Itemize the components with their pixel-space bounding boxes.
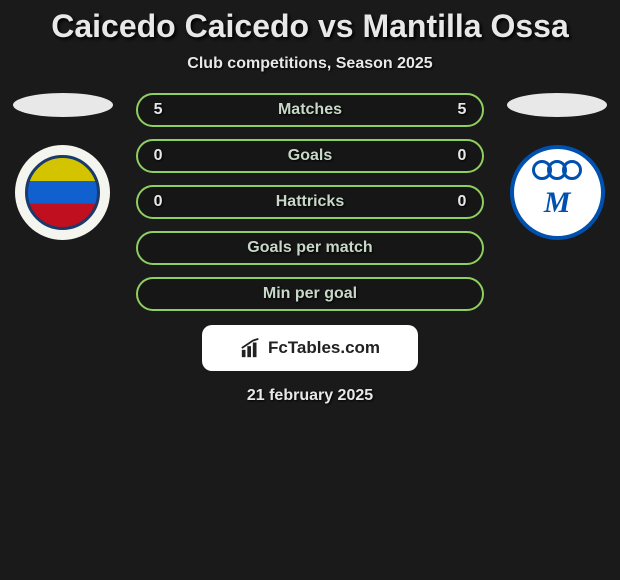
stat-label: Goals per match: [154, 239, 467, 257]
club-badge-deportivo-pasto: [15, 145, 110, 240]
stat-row-hattricks: 0 Hattricks 0: [136, 185, 485, 219]
stat-label: Min per goal: [154, 285, 467, 303]
stat-row-matches: 5 Matches 5: [136, 93, 485, 127]
stat-right-value: 5: [446, 101, 466, 119]
stat-left-value: 0: [154, 193, 174, 211]
left-player-col: [8, 93, 118, 240]
brand-box[interactable]: FcTables.com: [202, 325, 418, 371]
brand-text: FcTables.com: [268, 338, 380, 358]
stat-left-value: 0: [154, 147, 174, 165]
right-player-col: M: [502, 93, 612, 240]
stat-label: Hattricks: [276, 193, 344, 211]
player-placeholder-right: [507, 93, 607, 117]
date-label: 21 february 2025: [0, 387, 620, 405]
page-title: Caicedo Caicedo vs Mantilla Ossa: [0, 8, 620, 45]
club-badge-millonarios: M: [510, 145, 605, 240]
stat-row-min-per-goal: Min per goal: [136, 277, 485, 311]
millonarios-badge-inner: M: [527, 158, 587, 228]
player-placeholder-left: [13, 93, 113, 117]
pasto-badge-inner: [25, 155, 100, 230]
stat-row-goals-per-match: Goals per match: [136, 231, 485, 265]
comparison-row: 5 Matches 5 0 Goals 0 0 Hattricks 0 Goal…: [0, 93, 620, 311]
stats-column: 5 Matches 5 0 Goals 0 0 Hattricks 0 Goal…: [136, 93, 485, 311]
stat-row-goals: 0 Goals 0: [136, 139, 485, 173]
stat-label: Goals: [288, 147, 332, 165]
subtitle: Club competitions, Season 2025: [0, 55, 620, 73]
stat-left-value: 5: [154, 101, 174, 119]
stat-right-value: 0: [446, 193, 466, 211]
stat-label: Matches: [278, 101, 342, 119]
chart-icon: [240, 337, 262, 359]
stat-right-value: 0: [446, 147, 466, 165]
